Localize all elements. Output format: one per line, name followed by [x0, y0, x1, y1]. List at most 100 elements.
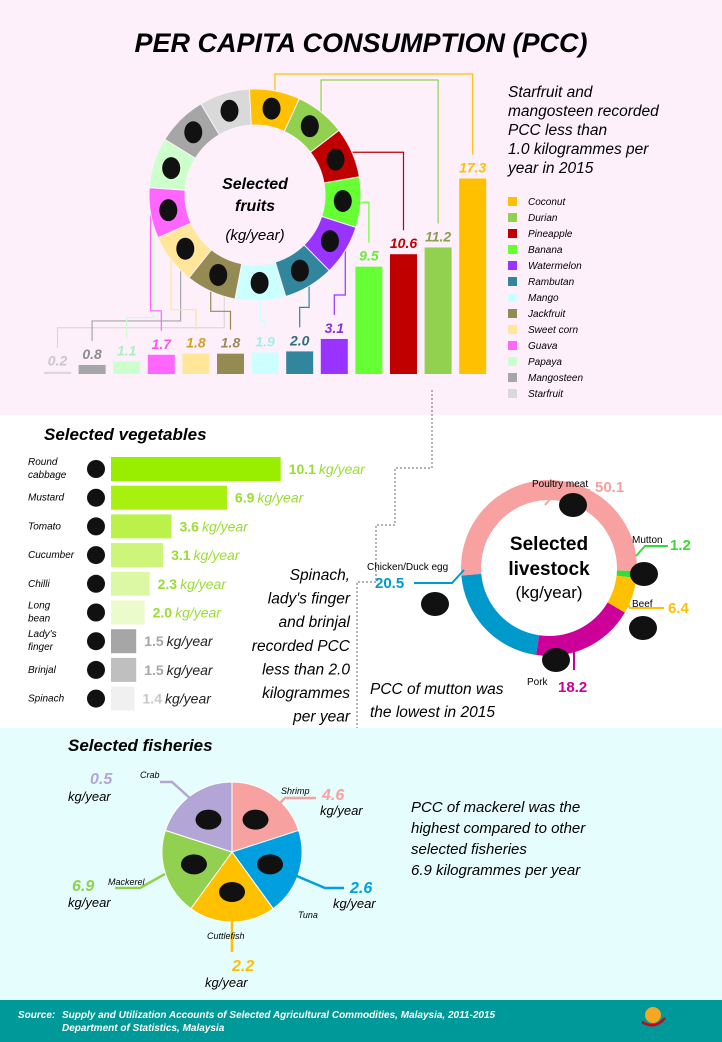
fisheries-unit: kg/year: [68, 789, 111, 804]
livestock-segment-chicken-duck-egg: [461, 573, 540, 656]
cucumber-icon: [87, 546, 105, 565]
livestock-note: PCC of mutton was the lowest in 2015: [370, 681, 504, 721]
fruit-bar-durian: [424, 247, 452, 374]
fisheries-value-label: 2.6: [349, 880, 372, 897]
livestock-value-label: 6.4: [668, 600, 690, 617]
fruit-value-label: 3.1: [325, 320, 345, 336]
fisheries-note: PCC of mackerel was the highest compared …: [411, 799, 586, 879]
livestock-donut-chart: Poultry meat 50.1 Mutton 1.2 Beef 6.4 Pork 18.2…: [367, 479, 691, 696]
legend-swatch-mangosteen: [508, 373, 517, 382]
veg-label-tomato: Tomato: [28, 521, 61, 532]
durian-icon: [300, 115, 319, 138]
fruit-bar-watermelon: [320, 338, 348, 374]
legend-swatch-mango: [508, 293, 517, 302]
legend-label-mango: Mango: [528, 293, 559, 304]
fruit-value-label: 2.0: [289, 332, 310, 348]
fisheries-value-label: 6.9: [72, 878, 94, 895]
section-divider-dotted: [356, 390, 433, 728]
veg-value-label: 2.3 kg/year: [158, 576, 228, 592]
veg-label-cucumber: Cucumber: [28, 550, 75, 561]
fruit-connector-pineapple: [352, 151, 405, 231]
round-cabbage-icon: [87, 460, 105, 478]
fruit-legend: Coconut Durian Pineapple Banana Watermelon Ra…: [508, 197, 583, 400]
legend-swatch-pineapple: [508, 229, 517, 238]
note-line: recorded PCC: [252, 638, 351, 655]
legend-label-papaya: Papaya: [528, 357, 562, 368]
veg-bar-long-bean: [111, 600, 145, 625]
fruit-connector-watermelon: [333, 250, 346, 315]
legend-swatch-rambutan: [508, 277, 517, 286]
cuttlefish-icon: [219, 882, 245, 902]
fruit-value-label: 1.8: [186, 335, 206, 351]
veg-unit: kg/year: [167, 633, 214, 649]
veg-value-label: 1.4 kg/year: [143, 691, 213, 707]
spinach-icon: [87, 689, 105, 708]
sweet-corn-icon: [176, 237, 195, 260]
veg-label-long-bean: Long bean: [28, 601, 51, 625]
livestock-leader-line: [414, 569, 465, 584]
note-line: year in 2015: [507, 160, 594, 177]
veg-label-spinach: Spinach: [28, 694, 65, 705]
fruit-center-title-2: fruits: [235, 198, 275, 215]
livestock-leader-line: [635, 545, 668, 557]
fruit-value-label: 1.7: [152, 336, 173, 352]
brinjal-icon: [87, 660, 105, 679]
legend-label-guava: Guava: [528, 341, 558, 352]
veg-label-mustard: Mustard: [28, 493, 65, 504]
livestock-label-beef: Beef: [632, 599, 653, 610]
veg-unit: kg/year: [194, 547, 241, 563]
legend-swatch-durian: [508, 213, 517, 222]
fruit-value-label: 0.8: [82, 346, 102, 362]
pineapple-icon: [326, 148, 345, 171]
veg-label-round-cabbage: Round cabbage: [28, 457, 67, 481]
guava-icon: [159, 199, 178, 222]
fruit-value-label: 9.5: [359, 248, 379, 264]
fruit-bar-papaya: [113, 361, 141, 374]
veg-value: 3.1: [171, 547, 191, 563]
fisheries-label-cuttlefish: Cuttlefish: [207, 931, 245, 941]
veg-label-lady-s-finger: Lady's finger: [28, 629, 57, 653]
veg-unit: kg/year: [319, 461, 366, 477]
fisheries-value-label: 0.5: [90, 771, 113, 788]
livestock-value-label: 1.2: [670, 537, 691, 554]
note-line: highest compared to other: [411, 820, 586, 837]
livestock-value-label: 18.2: [558, 679, 587, 696]
jackfruit-icon: [209, 263, 228, 286]
fruit-connector-guava: [149, 213, 162, 331]
fruit-bar-mango: [251, 352, 279, 374]
source-line-1: Supply and Utilization Accounts of Selec…: [62, 1010, 496, 1021]
beef-icon: [629, 616, 657, 640]
legend-swatch-jackfruit: [508, 309, 517, 318]
footer-bg: [0, 1000, 722, 1042]
coconut-icon: [262, 97, 281, 120]
vegetable-note: Spinach, lady's finger and brinjal recorded…: [252, 567, 351, 726]
fruit-bar-mangosteen: [78, 364, 106, 374]
legend-label-starfruit: Starfruit: [528, 389, 564, 400]
livestock-segment-poultry-meat: [461, 480, 637, 576]
fisheries-label-mackerel: Mackerel: [108, 877, 146, 887]
livestock-label-pork: Pork: [527, 677, 549, 688]
veg-bar-brinjal: [111, 657, 137, 682]
shrimp-icon: [242, 809, 269, 830]
chilli-icon: [87, 574, 105, 593]
veg-bar-lady-s-finger: [111, 629, 137, 654]
veg-value-label: 3.6 kg/year: [179, 518, 249, 534]
veg-label-chilli: Chilli: [28, 579, 50, 590]
note-line: the lowest in 2015: [370, 704, 495, 721]
livestock-leader-line: [544, 489, 590, 506]
fruit-ring-hole: [185, 125, 325, 265]
note-line: mangosteen recorded: [508, 103, 660, 120]
fruit-center-unit: (kg/year): [225, 227, 284, 244]
fisheries-pie-chart: Shrimp 4.6kg/yearTuna2.6kg/yearCuttlefish…: [68, 770, 376, 990]
chicken-duck-egg-icon: [421, 592, 449, 616]
veg-label-brinjal: Brinjal: [28, 665, 57, 676]
fruit-connector-sweet-corn: [170, 259, 197, 330]
legend-label-jackfruit: Jackfruit: [527, 309, 566, 320]
fisheries-value-label: 4.6: [321, 787, 344, 804]
veg-bar-round-cabbage: [111, 457, 281, 481]
veg-bar-cucumber: [111, 543, 164, 568]
livestock-center-title-1: Selected: [510, 534, 588, 555]
long-bean-icon: [87, 603, 105, 622]
legend-swatch-banana: [508, 245, 517, 254]
